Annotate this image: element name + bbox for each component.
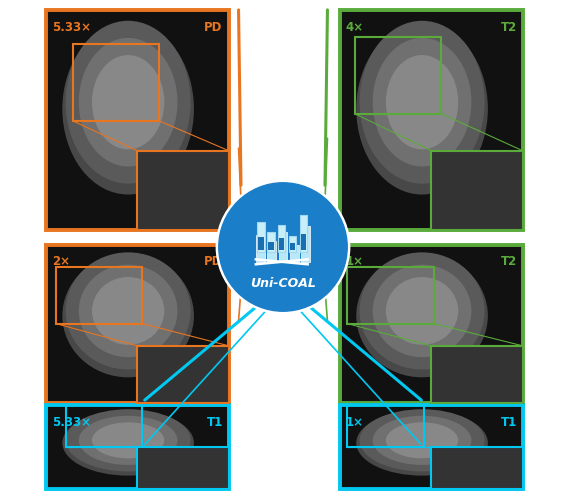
Ellipse shape [92, 422, 164, 458]
Bar [138, 151, 229, 230]
Bar [340, 405, 522, 489]
Text: PD: PD [204, 255, 223, 268]
Bar [303, 228, 308, 260]
Ellipse shape [356, 254, 488, 377]
Ellipse shape [62, 23, 194, 195]
Ellipse shape [356, 23, 488, 195]
Bar [347, 405, 424, 447]
Bar [258, 237, 263, 260]
Text: 2×: 2× [52, 255, 70, 268]
Ellipse shape [92, 277, 164, 345]
Bar [46, 245, 229, 403]
Ellipse shape [356, 410, 488, 476]
Ellipse shape [66, 409, 191, 471]
Bar [431, 151, 522, 230]
Ellipse shape [66, 21, 191, 184]
Text: PD: PD [204, 21, 223, 34]
Bar [340, 10, 522, 230]
Bar [347, 267, 434, 324]
Bar [267, 241, 276, 262]
Text: 1×: 1× [346, 416, 364, 429]
Bar [290, 244, 295, 250]
Ellipse shape [372, 416, 471, 465]
Text: 1×: 1× [346, 255, 364, 268]
Bar [300, 215, 307, 252]
Text: T2: T2 [500, 255, 517, 268]
Ellipse shape [79, 38, 178, 166]
Bar [355, 37, 441, 114]
Ellipse shape [359, 409, 484, 471]
Circle shape [219, 183, 347, 311]
Ellipse shape [79, 265, 178, 357]
Bar [46, 405, 229, 489]
Text: Uni-COAL: Uni-COAL [250, 277, 316, 289]
Bar [46, 10, 229, 230]
Bar [431, 447, 522, 489]
Ellipse shape [372, 265, 471, 357]
Ellipse shape [359, 21, 484, 184]
Bar [66, 405, 142, 447]
Bar [301, 226, 310, 262]
Bar [279, 238, 285, 250]
Bar [292, 247, 297, 260]
Bar [267, 232, 275, 252]
Ellipse shape [62, 254, 194, 377]
Bar [138, 447, 229, 489]
Ellipse shape [62, 410, 194, 476]
Ellipse shape [386, 277, 458, 345]
Bar [289, 236, 297, 252]
Bar [256, 235, 265, 262]
Bar [278, 232, 288, 262]
Bar [281, 234, 285, 260]
Bar [268, 242, 273, 250]
Ellipse shape [359, 252, 484, 370]
Bar [290, 245, 299, 262]
Ellipse shape [79, 416, 178, 465]
Bar [138, 346, 229, 403]
Ellipse shape [66, 252, 191, 370]
Bar [269, 243, 274, 260]
Bar [431, 346, 522, 403]
Ellipse shape [92, 55, 164, 149]
Circle shape [216, 180, 350, 314]
Text: T2: T2 [500, 21, 517, 34]
Ellipse shape [372, 38, 471, 166]
Text: 5.33×: 5.33× [52, 21, 91, 34]
Text: 5.33×: 5.33× [52, 416, 91, 429]
Bar [258, 222, 265, 252]
Text: 4×: 4× [346, 21, 364, 34]
Bar [73, 44, 160, 121]
Bar [258, 237, 264, 250]
Bar [340, 245, 522, 403]
Text: T1: T1 [207, 416, 223, 429]
Ellipse shape [386, 422, 458, 458]
Bar [56, 267, 142, 324]
Bar [301, 234, 306, 250]
Ellipse shape [386, 55, 458, 149]
Bar [278, 225, 285, 252]
Text: T1: T1 [500, 416, 517, 429]
